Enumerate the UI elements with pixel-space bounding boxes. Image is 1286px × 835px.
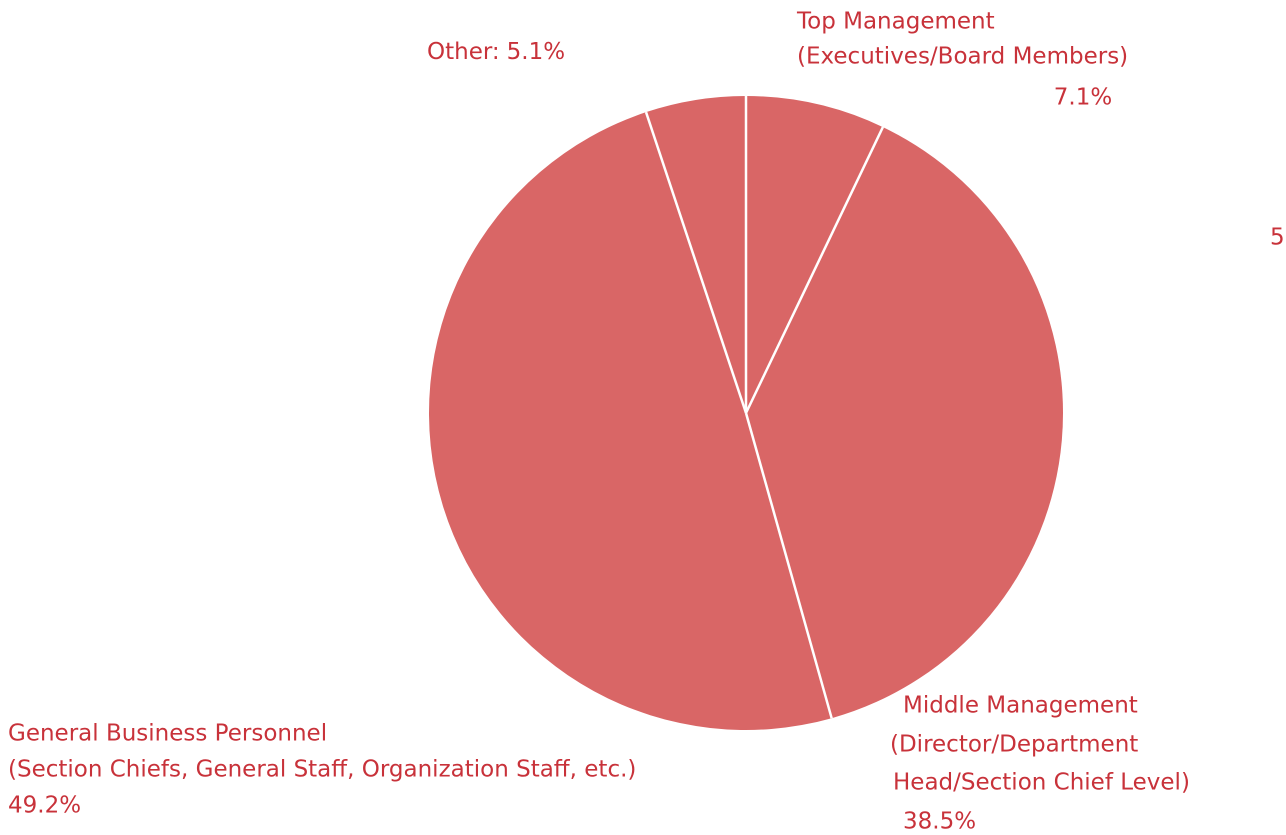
category-label: (Director/Department: [890, 732, 1138, 758]
category-label: Head/Section Chief Level): [893, 770, 1190, 796]
pie-slice: [429, 112, 832, 730]
slice-separator: [644, 111, 748, 414]
category-label: Middle Management: [903, 693, 1138, 719]
category-label: Other:: [427, 39, 500, 65]
slice-separator: [744, 126, 885, 414]
slice-separator: [744, 412, 833, 719]
value-label: 7.1%: [1054, 85, 1112, 111]
value-label: 38.5%: [903, 809, 976, 835]
value-label: 5.1%: [507, 39, 565, 65]
slice-label: Other: 5.1%: [427, 39, 565, 65]
category-label: Top Management: [796, 9, 995, 35]
value-label: 49.2%: [8, 793, 81, 819]
category-label: (Section Chiefs, General Staff, Organiza…: [8, 757, 636, 783]
pie-slice: [746, 127, 1063, 719]
category-label: General Business Personnel: [8, 721, 327, 747]
category-label: (Executives/Board Members): [797, 44, 1128, 70]
pie-slice: [746, 96, 883, 413]
annotation: 5: [1270, 225, 1285, 251]
pie-slice: [646, 96, 746, 413]
